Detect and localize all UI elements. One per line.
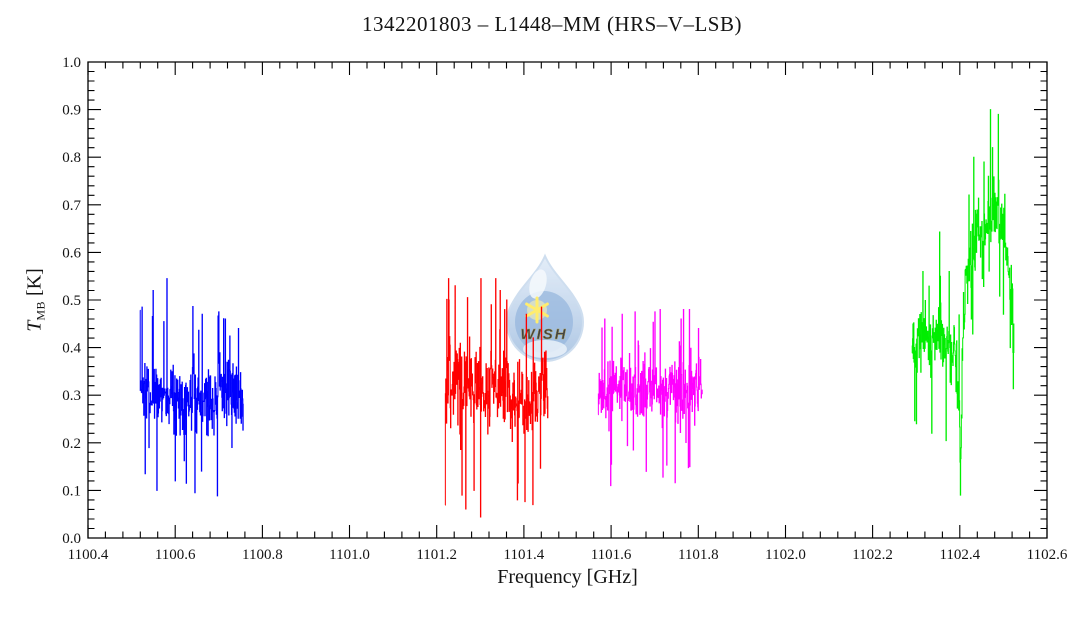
x-tick-label: 1102.2	[852, 547, 893, 563]
segment-magenta	[597, 309, 703, 487]
y-tick-label: 0.8	[62, 150, 81, 166]
spectra	[139, 109, 1015, 518]
tick-labels: 1100.4 1100.6 1100.8 1101.0 1101.2 1101.4 1101…	[62, 55, 1068, 563]
drop-bottom-gloss	[523, 340, 567, 358]
x-tick-label: 1100.4	[68, 547, 109, 563]
y-label-subscript: MB	[33, 300, 48, 321]
y-tick-label: 0.4	[62, 341, 81, 357]
y-tick-label: 1.0	[62, 55, 81, 71]
y-axis-label: TMB [K]	[24, 268, 49, 332]
plot-title: 1342201803 – L1448–MM (HRS–V–LSB)	[362, 12, 742, 36]
y-tick-label: 0.0	[62, 531, 81, 547]
y-tick-label: 0.2	[62, 436, 81, 452]
x-tick-label: 1102.0	[765, 547, 806, 563]
y-tick-label: 0.6	[62, 245, 81, 261]
x-tick-label: 1101.8	[678, 547, 719, 563]
x-tick-label: 1101.6	[591, 547, 632, 563]
x-tick-label: 1102.6	[1027, 547, 1068, 563]
segment-blue	[139, 278, 244, 497]
y-tick-label: 0.9	[62, 103, 81, 119]
y-tick-label: 0.1	[62, 483, 81, 499]
x-tick-label: 1101.4	[504, 547, 545, 563]
segment-red	[444, 278, 549, 518]
x-tick-label: 1100.8	[242, 547, 283, 563]
axis-ticks	[87, 61, 1048, 539]
segment-green	[911, 109, 1015, 496]
y-tick-label: 0.7	[62, 198, 81, 214]
y-label-unit: [K]	[23, 268, 46, 301]
y-label-symbol: T	[23, 320, 46, 332]
watermark-text: WISH	[520, 326, 567, 343]
y-tick-label: 0.5	[62, 293, 81, 309]
x-tick-label: 1100.6	[155, 547, 196, 563]
wish-watermark: WISH	[505, 253, 585, 362]
drop-top-gloss	[529, 269, 547, 299]
x-tick-label: 1102.4	[939, 547, 980, 563]
y-tick-label: 0.3	[62, 388, 81, 404]
x-tick-label: 1101.0	[329, 547, 370, 563]
x-axis-label: Frequency [GHz]	[497, 566, 638, 588]
x-tick-label: 1101.2	[416, 547, 457, 563]
